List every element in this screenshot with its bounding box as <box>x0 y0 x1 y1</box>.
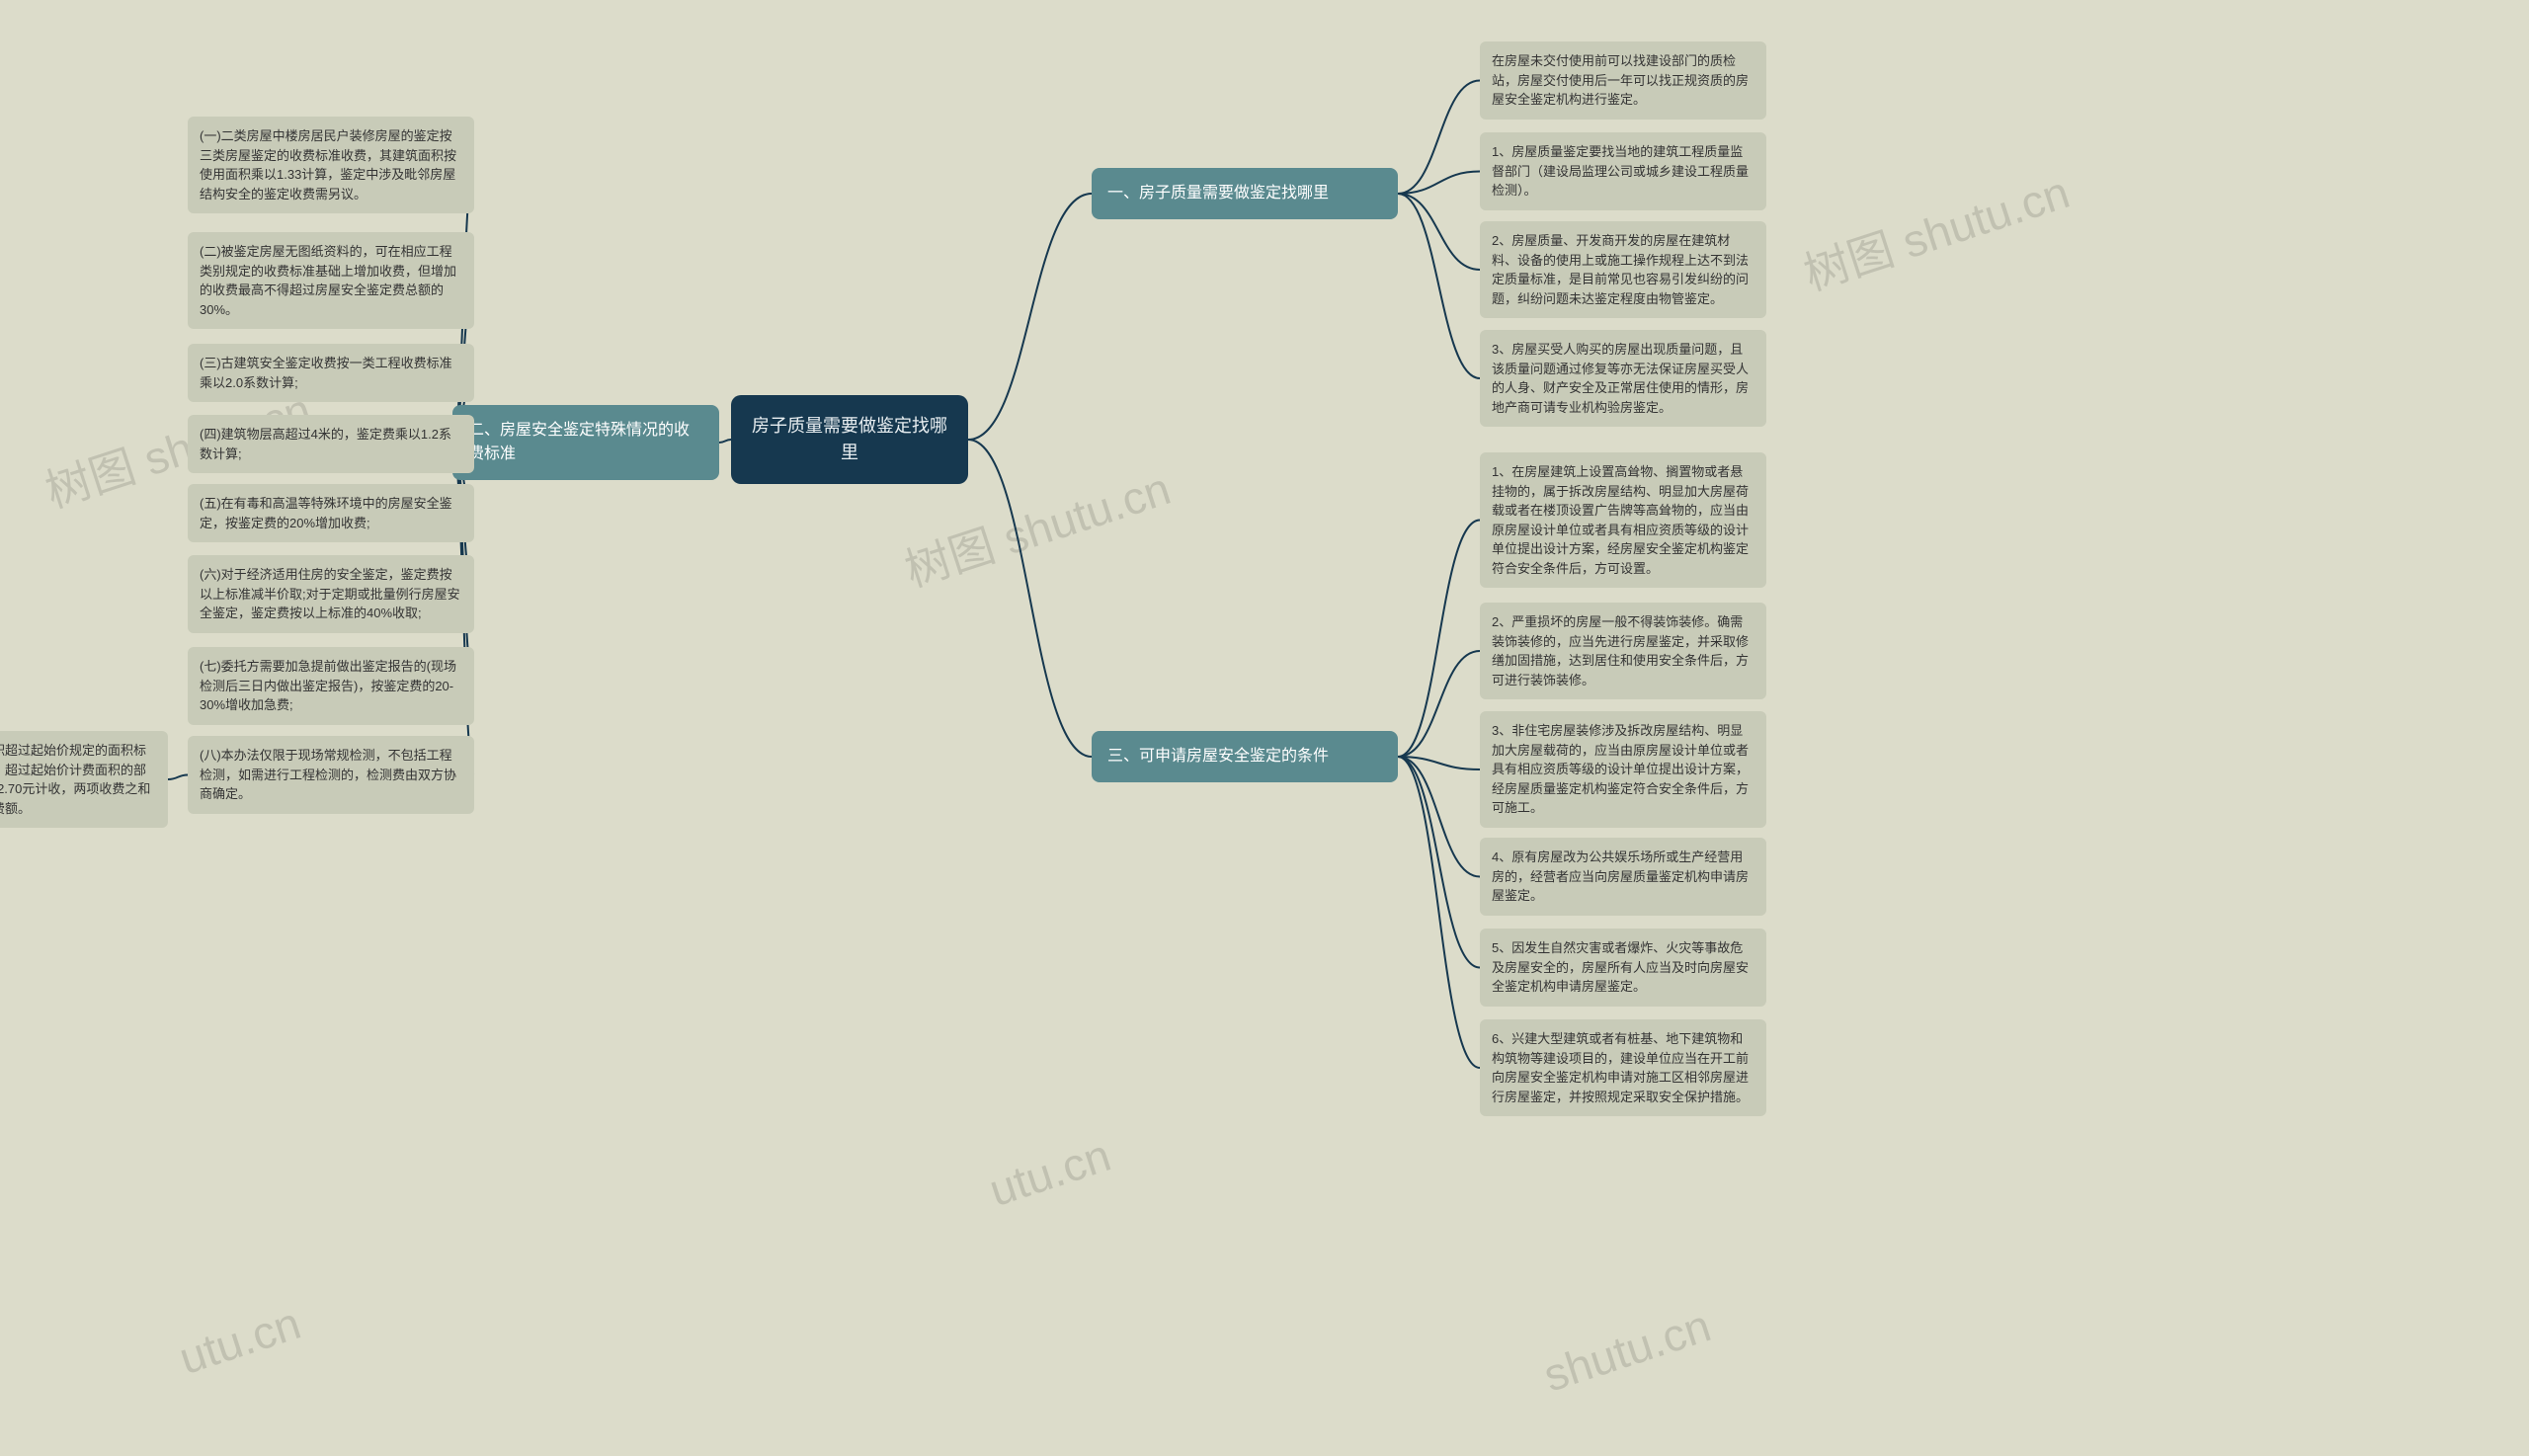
leaf-b1l0: 在房屋未交付使用前可以找建设部门的质检站，房屋交付使用后一年可以找正规资质的房屋… <box>1480 41 1766 120</box>
leaf-b2l0: 1、在房屋建筑上设置高耸物、搁置物或者悬挂物的，属于拆改房屋结构、明显加大房屋荷… <box>1480 452 1766 588</box>
leaf-b1l1: 1、房屋质量鉴定要找当地的建筑工程质量监督部门（建设局监理公司或城乡建设工程质量… <box>1480 132 1766 210</box>
leaf-b2l3: 4、原有房屋改为公共娱乐场所或生产经营用房的，经营者应当向房屋质量鉴定机构申请房… <box>1480 838 1766 916</box>
leaf-b3l1: (二)被鉴定房屋无图纸资料的，可在相应工程类别规定的收费标准基础上增加收费，但增… <box>188 232 474 329</box>
leaf-b3l7c0: 注意：被鉴定的房屋面积超过起始价规定的面积标准时，先按起始价收费，超过起始价计费… <box>0 731 168 828</box>
leaf-b3l3: (四)建筑物层高超过4米的，鉴定费乘以1.2系数计算; <box>188 415 474 473</box>
leaf-b1l2: 2、房屋质量、开发商开发的房屋在建筑材料、设备的使用上或施工操作规程上达不到法定… <box>1480 221 1766 318</box>
leaf-b1l3: 3、房屋买受人购买的房屋出现质量问题，且该质量问题通过修复等亦无法保证房屋买受人… <box>1480 330 1766 427</box>
leaf-b3l2: (三)古建筑安全鉴定收费按一类工程收费标准乘以2.0系数计算; <box>188 344 474 402</box>
leaf-b3l0: (一)二类房屋中楼房居民户装修房屋的鉴定按三类房屋鉴定的收费标准收费，其建筑面积… <box>188 117 474 213</box>
leaf-b3l4: (五)在有毒和高温等特殊环境中的房屋安全鉴定，按鉴定费的20%增加收费; <box>188 484 474 542</box>
leaf-b2l2: 3、非住宅房屋装修涉及拆改房屋结构、明显加大房屋载荷的，应当由原房屋设计单位或者… <box>1480 711 1766 828</box>
mindmap-canvas: 房子质量需要做鉴定找哪里 一、房子质量需要做鉴定找哪里 在房屋未交付使用前可以找建… <box>0 0 2529 1456</box>
leaf-b2l5: 6、兴建大型建筑或者有桩基、地下建筑物和构筑物等建设项目的，建设单位应当在开工前… <box>1480 1019 1766 1116</box>
branch-b2: 三、可申请房屋安全鉴定的条件 <box>1092 731 1398 782</box>
leaf-b3l6: (七)委托方需要加急提前做出鉴定报告的(现场检测后三日内做出鉴定报告)，按鉴定费… <box>188 647 474 725</box>
branch-b1: 一、房子质量需要做鉴定找哪里 <box>1092 168 1398 219</box>
leaf-b2l1: 2、严重损坏的房屋一般不得装饰装修。确需装饰装修的，应当先进行房屋鉴定，并采取修… <box>1480 603 1766 699</box>
leaf-b2l4: 5、因发生自然灾害或者爆炸、火灾等事故危及房屋安全的，房屋所有人应当及时向房屋安… <box>1480 929 1766 1007</box>
leaf-b3l5: (六)对于经济适用住房的安全鉴定，鉴定费按以上标准减半价取;对于定期或批量例行房… <box>188 555 474 633</box>
root-node: 房子质量需要做鉴定找哪里 <box>731 395 968 484</box>
leaf-b3l7: (八)本办法仅限于现场常规检测，不包括工程检测，如需进行工程检测的，检测费由双方… <box>188 736 474 814</box>
branch-b3: 二、房屋安全鉴定特殊情况的收费标准 <box>452 405 719 480</box>
